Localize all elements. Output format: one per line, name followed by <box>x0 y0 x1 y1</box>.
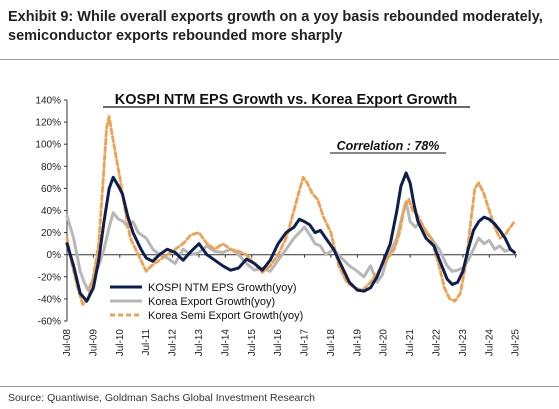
y-tick-label: 20% <box>41 228 61 239</box>
x-tick-label: Jul-23 <box>458 329 469 357</box>
bottom-divider <box>0 386 559 387</box>
x-tick-label: Jul-25 <box>511 329 522 357</box>
x-tick-label: Jul-13 <box>194 329 205 357</box>
top-divider <box>0 59 559 60</box>
line-chart: KOSPI NTM EPS Growth vs. Korea Export Gr… <box>35 92 522 357</box>
y-axis: 140% 120% 100% 80% 60% 40% 20% 0% -20% -40% -60% <box>35 96 68 328</box>
exhibit-title: Exhibit 9: While overall exports growth … <box>8 9 543 44</box>
y-tick-label: 140% <box>35 96 61 107</box>
x-tick-label: Jul-18 <box>326 329 337 357</box>
x-tick-label: Jul-09 <box>88 329 99 357</box>
x-tick-label: Jul-24 <box>484 329 495 357</box>
legend-label: KOSPI NTM EPS Growth(yoy) <box>148 282 297 294</box>
y-tick-label: -20% <box>38 272 61 283</box>
x-tick-label: Jul-17 <box>300 329 311 357</box>
x-tick-label: Jul-14 <box>220 329 231 357</box>
series-line-2 <box>65 115 516 306</box>
x-tick-label: Jul-22 <box>432 329 443 357</box>
x-tick-label: Jul-15 <box>247 329 258 357</box>
x-axis: Jul-08 Jul-09 Jul-10 Jul-11 Jul-12 Jul-13 Jul-… <box>62 254 522 357</box>
series-line-0 <box>65 171 516 303</box>
correlation-annotation: Correlation : 78% <box>337 139 440 153</box>
y-tick-label: 80% <box>41 162 61 173</box>
y-tick-label: 40% <box>41 206 61 217</box>
chart-title: KOSPI NTM EPS Growth vs. Korea Export Gr… <box>115 92 457 108</box>
legend: KOSPI NTM EPS Growth(yoy) Korea Export Gr… <box>110 282 303 322</box>
y-tick-label: 0% <box>47 250 62 261</box>
x-tick-label: Jul-12 <box>168 329 179 357</box>
x-tick-label: Jul-20 <box>379 329 390 357</box>
y-tick-label: -60% <box>38 317 61 328</box>
x-tick-label: Jul-11 <box>141 329 152 356</box>
y-tick-label: 60% <box>41 184 61 195</box>
x-tick-label: Jul-19 <box>352 329 363 357</box>
y-tick-label: 120% <box>35 118 61 129</box>
x-tick-label: Jul-08 <box>62 329 73 357</box>
x-tick-label: Jul-16 <box>273 329 284 357</box>
source-note: Source: Quantiwise, Goldman Sachs Global… <box>8 392 315 404</box>
legend-label: Korea Semi Export Growth(yoy) <box>148 310 303 322</box>
y-tick-label: -40% <box>38 294 61 305</box>
series-lines <box>65 115 516 306</box>
legend-label: Korea Export Growth(yoy) <box>148 296 275 308</box>
y-tick-label: 100% <box>35 140 61 151</box>
x-tick-label: Jul-21 <box>405 329 416 357</box>
x-tick-label: Jul-10 <box>115 329 126 357</box>
